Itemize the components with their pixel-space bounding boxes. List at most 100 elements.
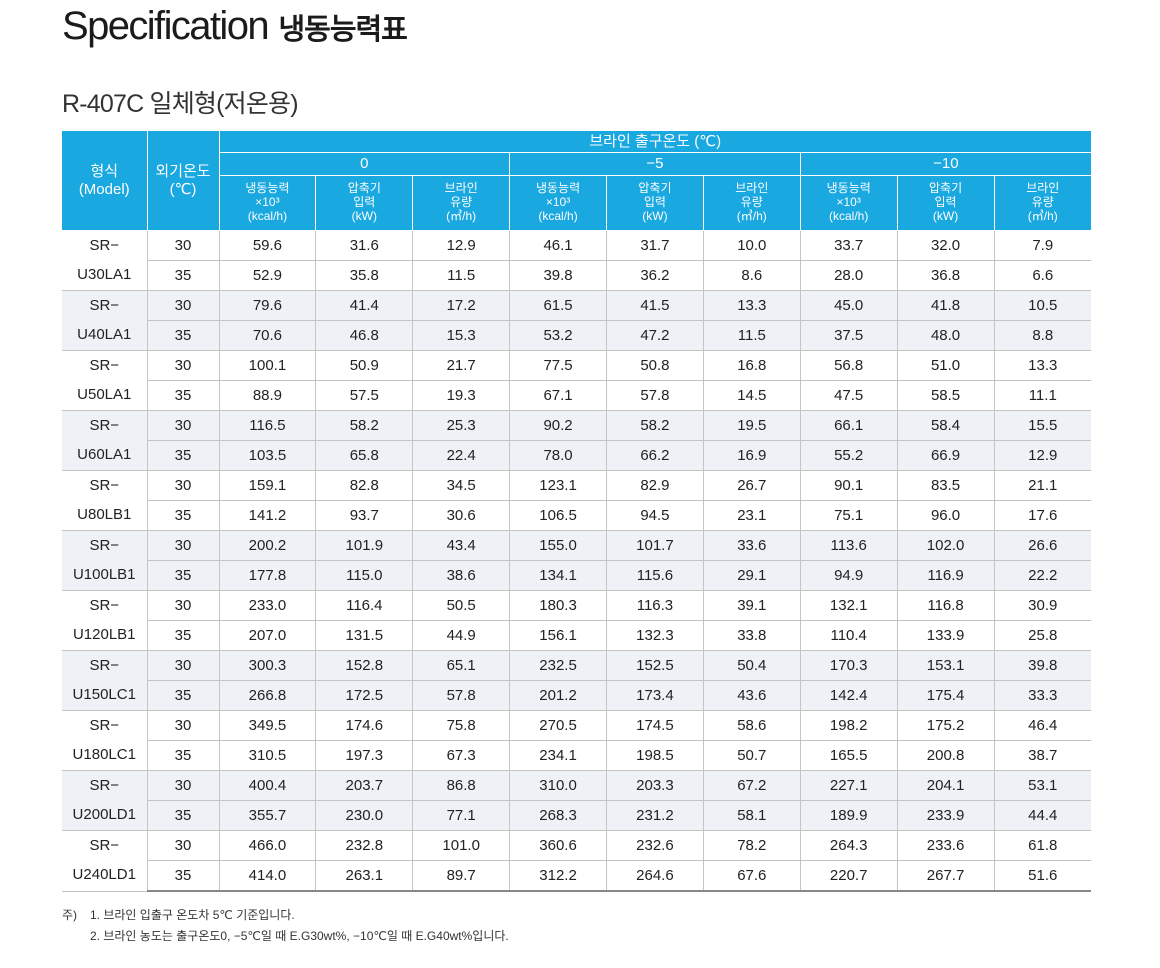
value-cell: 39.8 — [509, 260, 607, 291]
model-name-line: U40LA1 — [77, 325, 132, 343]
value-cell: 11.5 — [703, 320, 801, 351]
value-cell: 82.9 — [606, 470, 704, 501]
value-cell: 33.6 — [703, 530, 801, 561]
value-cell: 175.4 — [897, 680, 995, 711]
value-cell: 58.4 — [897, 410, 995, 441]
value-cell: 189.9 — [800, 800, 898, 831]
value-cell: 88.9 — [219, 380, 317, 411]
ambient-temp-cell: 30 — [147, 290, 220, 321]
value-cell: 155.0 — [509, 530, 607, 561]
value-cell: 75.8 — [412, 710, 511, 741]
value-cell: 230.0 — [315, 800, 414, 831]
value-cell: 11.5 — [412, 260, 511, 291]
value-cell: 58.5 — [897, 380, 995, 411]
value-cell: 203.7 — [315, 770, 414, 801]
value-cell: 75.1 — [800, 500, 898, 531]
column-subheader-line: 입력 — [353, 195, 376, 210]
model-name-line: SR− — [89, 837, 120, 855]
value-cell: 58.2 — [606, 410, 704, 441]
value-cell: 61.5 — [509, 290, 607, 321]
column-subheader-line: (kcal/h) — [247, 208, 288, 223]
value-cell: 267.7 — [897, 860, 995, 892]
value-cell: 110.4 — [800, 620, 898, 651]
model-name-line: U180LC1 — [72, 745, 136, 763]
ambient-temp-cell: 35 — [147, 380, 220, 411]
value-cell: 132.1 — [800, 590, 898, 621]
value-cell: 8.6 — [703, 260, 801, 291]
value-cell: 50.7 — [703, 740, 801, 771]
column-subheader-line: 유량 — [740, 195, 763, 210]
value-cell: 400.4 — [219, 770, 317, 801]
value-cell: 56.8 — [800, 350, 898, 381]
value-cell: 45.0 — [800, 290, 898, 321]
temp-header: 0 — [219, 152, 511, 176]
table-row: 35 177.8 115.0 38.6 134.1 115.6 29.1 94.9 116.9 2… — [62, 560, 1091, 591]
table-subtitle: R-407C 일체형(저온용) — [62, 90, 299, 118]
value-cell: 152.8 — [315, 650, 414, 681]
value-cell: 103.5 — [219, 440, 317, 471]
value-cell: 17.6 — [994, 500, 1091, 531]
value-cell: 50.8 — [606, 350, 704, 381]
model-name-line: SR− — [89, 417, 120, 434]
model-name-line: U60LA1 — [77, 445, 132, 463]
value-cell: 116.3 — [606, 590, 704, 621]
value-cell: 170.3 — [800, 650, 898, 681]
value-cell: 46.1 — [509, 230, 607, 261]
value-cell: 25.8 — [994, 620, 1091, 651]
value-cell: 53.1 — [994, 770, 1091, 801]
value-cell: 232.6 — [606, 830, 704, 861]
value-cell: 349.5 — [219, 710, 317, 741]
value-cell: 101.7 — [606, 530, 704, 561]
value-cell: 47.2 — [606, 320, 704, 351]
value-cell: 90.2 — [509, 410, 607, 441]
model-name-line: U150LC1 — [72, 685, 136, 703]
model-name-line: U30LA1 — [77, 265, 132, 283]
value-cell: 360.6 — [509, 830, 607, 861]
model-cell: SR− U100LB1 — [62, 530, 148, 591]
value-cell: 22.2 — [994, 560, 1091, 591]
model-name-line: U120LB1 — [72, 625, 136, 643]
model-name-line: U50LA1 — [77, 385, 132, 403]
value-cell: 36.8 — [897, 260, 995, 291]
model-cell: SR− U60LA1 — [62, 410, 148, 471]
value-cell: 197.3 — [315, 740, 414, 771]
model-name-line: SR− — [89, 297, 120, 314]
value-cell: 83.5 — [897, 470, 995, 501]
value-cell: 156.1 — [509, 620, 607, 651]
table-row: 35 310.5 197.3 67.3 234.1 198.5 50.7 165.5 200.8… — [62, 740, 1091, 771]
value-cell: 466.0 — [219, 830, 317, 861]
value-cell: 57.5 — [315, 380, 414, 411]
value-cell: 16.8 — [703, 350, 801, 381]
value-cell: 50.9 — [315, 350, 414, 381]
value-cell: 13.3 — [994, 350, 1091, 381]
ambient-temp-cell: 35 — [147, 440, 220, 471]
value-cell: 263.1 — [315, 860, 414, 892]
value-cell: 232.5 — [509, 650, 607, 681]
column-subheader-line: (㎥/h) — [446, 208, 477, 223]
brine-outlet-header: 브라인 출구온도 (℃) — [219, 131, 1091, 153]
value-cell: 30.6 — [412, 500, 511, 531]
value-cell: 175.2 — [897, 710, 995, 741]
column-subheader: 브라인 유량 (㎥/h) — [994, 175, 1091, 231]
column-subheader-line: 압축기 — [929, 181, 963, 196]
value-cell: 39.8 — [994, 650, 1091, 681]
value-cell: 204.1 — [897, 770, 995, 801]
column-subheader-line: (kcal/h) — [829, 208, 869, 223]
footnote-2: 2. 브라인 농도는 출구온도0, −5℃일 때 E.G30wt%, −10℃일… — [62, 926, 509, 947]
ambient-temp-cell: 35 — [147, 260, 220, 291]
temp-header: −10 — [800, 152, 1091, 176]
value-cell: 232.8 — [315, 830, 414, 861]
value-cell: 66.9 — [897, 440, 995, 471]
value-cell: 115.0 — [315, 560, 414, 591]
model-name-line: SR− — [89, 357, 120, 374]
value-cell: 131.5 — [315, 620, 414, 651]
value-cell: 90.1 — [800, 470, 898, 501]
column-subheader: 압축기 입력 (kW) — [315, 175, 414, 231]
column-subheader-line: (kW) — [642, 208, 668, 223]
value-cell: 46.4 — [994, 710, 1091, 741]
ambient-temp-cell: 30 — [147, 830, 220, 861]
value-cell: 58.2 — [315, 410, 414, 441]
table-row: SR− U200LD1 30 400.4 203.7 86.8 310.0 203.3 67.2… — [62, 770, 1091, 831]
value-cell: 233.6 — [897, 830, 995, 861]
ambient-temp-cell: 30 — [147, 410, 220, 441]
